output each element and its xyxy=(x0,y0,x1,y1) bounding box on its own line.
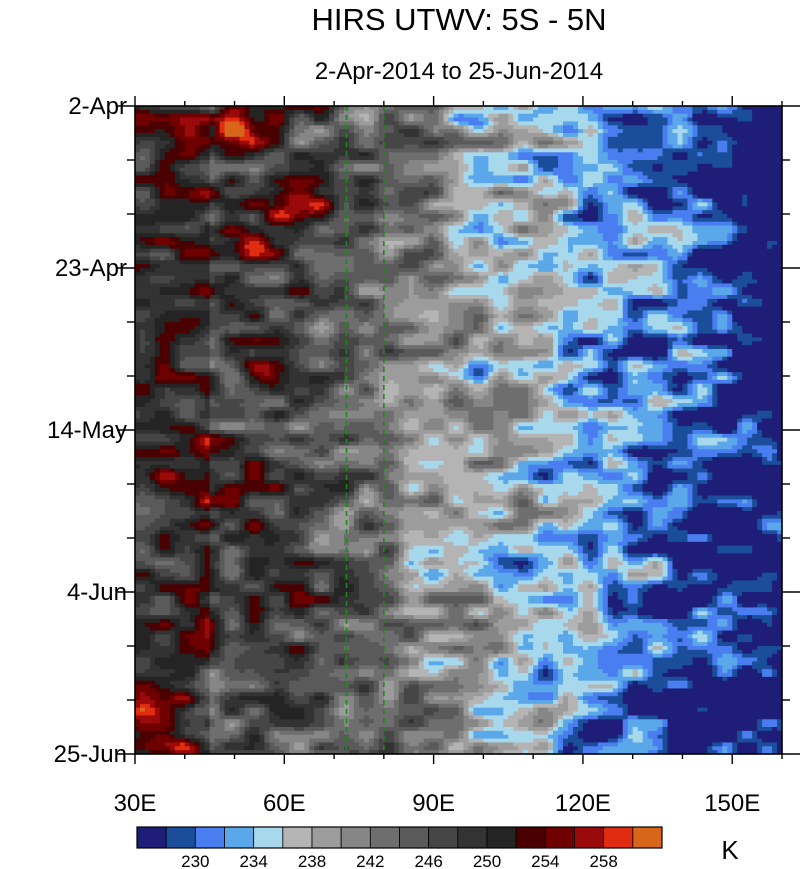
x-tick-label: 60E xyxy=(263,790,306,817)
y-tick-label: 23-Apr xyxy=(55,255,127,282)
y-tick-label: 14-May xyxy=(47,417,127,444)
heatmap-field xyxy=(135,106,782,754)
colorbar-swatch xyxy=(544,826,575,849)
colorbar-label: 258 xyxy=(589,852,617,869)
chart-subtitle: 2-Apr-2014 to 25-Jun-2014 xyxy=(315,58,603,85)
colorbar-swatch xyxy=(428,826,459,849)
colorbar-swatch xyxy=(224,826,255,849)
colorbar-swatch xyxy=(194,826,225,849)
colorbar-swatch xyxy=(399,826,430,849)
colorbar-swatch xyxy=(515,826,546,849)
colorbar-swatch xyxy=(282,826,313,849)
colorbar-swatch xyxy=(486,826,517,849)
colorbar-frame xyxy=(136,826,663,849)
colorbar-swatch xyxy=(340,826,371,849)
colorbar-swatch xyxy=(574,826,605,849)
y-axis: 2-Apr 23-Apr 14-May 4-Jun 25-Jun xyxy=(47,93,800,768)
colorbar-swatch xyxy=(165,826,196,849)
colorbar-swatch xyxy=(457,826,488,849)
x-axis: 30E 60E 90E 120E 150E xyxy=(114,96,783,817)
colorbar-swatch xyxy=(603,826,634,849)
reference-lines xyxy=(345,106,385,754)
colorbar-label: 242 xyxy=(356,852,384,869)
x-tick-label: 30E xyxy=(114,790,157,817)
colorbar-swatch xyxy=(311,826,342,849)
colorbar: 230 234 238 242 246 250 254 258 xyxy=(136,826,663,869)
colorbar-swatch xyxy=(632,826,663,849)
x-tick-label: 120E xyxy=(555,790,611,817)
colorbar-label: 246 xyxy=(414,852,442,869)
colorbar-label: 238 xyxy=(298,852,326,869)
chart-title: HIRS UTWV: 5S - 5N xyxy=(311,2,606,37)
y-tick-label: 2-Apr xyxy=(68,93,127,120)
colorbar-swatch xyxy=(253,826,284,849)
y-tick-label: 25-Jun xyxy=(54,741,127,768)
x-tick-label: 90E xyxy=(412,790,455,817)
colorbar-swatch xyxy=(369,826,400,849)
colorbar-label: 254 xyxy=(531,852,559,869)
colorbar-swatch xyxy=(136,826,167,849)
colorbar-label: 230 xyxy=(181,852,209,869)
colorbar-label: 250 xyxy=(473,852,501,869)
colorbar-label: 234 xyxy=(239,852,267,869)
x-tick-label: 150E xyxy=(704,790,760,817)
colorbar-unit: K xyxy=(721,835,739,865)
y-tick-label: 4-Jun xyxy=(67,579,127,606)
